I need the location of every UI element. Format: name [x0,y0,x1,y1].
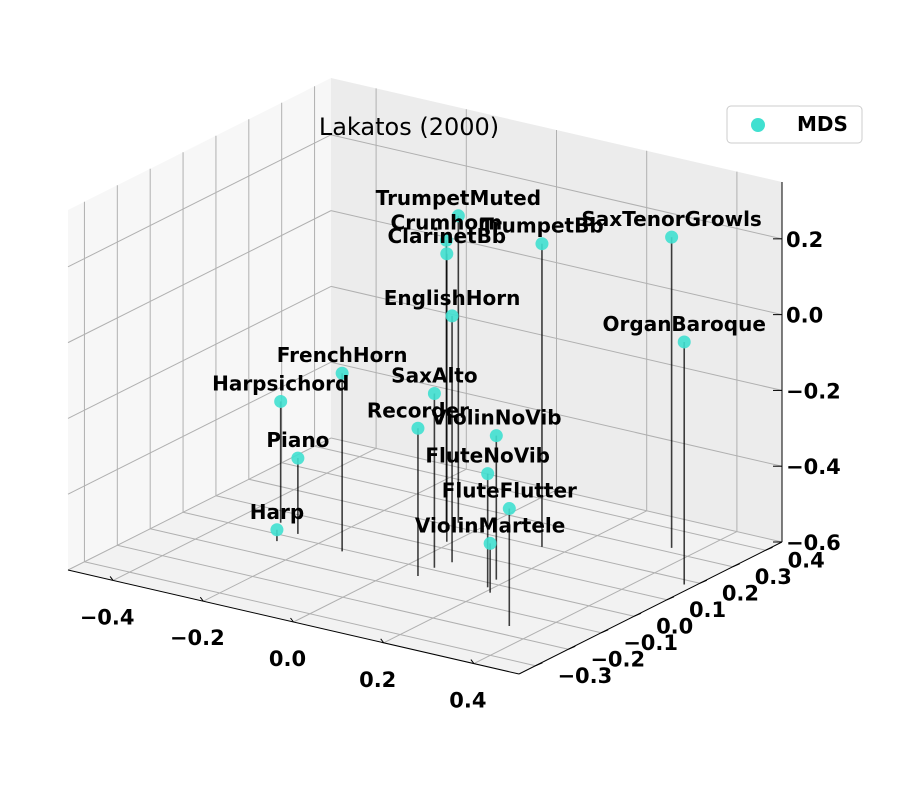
tick-labels: −0.4−0.20.00.20.4−0.3−0.2−0.10.00.10.20.… [80,228,841,713]
grid-z-back [330,210,783,316]
point-Recorder [411,421,425,435]
point-label-Piano: Piano [266,428,329,452]
x-tick-label: 0.2 [359,668,396,692]
point-label-Harpsichord: Harpsichord [212,371,349,395]
y-tick-label: 0.3 [755,565,792,589]
grid-z-left [67,134,332,268]
legend: MDS [726,105,863,144]
y-tick-label: 0.4 [788,548,825,572]
z-tick-label: −0.4 [786,455,841,479]
grid-x-floor [473,531,738,665]
grid-x-floor [112,447,377,581]
grid-z-back [330,437,783,543]
y-tick-mark [666,596,675,601]
point-label-FrenchHorn: FrenchHorn [277,343,408,367]
point-label-OrganBaroque: OrganBaroque [603,312,766,336]
point-TrumpetMuted [451,209,465,223]
z-tick-label: 0.0 [786,304,823,328]
grid-y-floor [215,495,668,601]
y-tick-mark [535,662,543,667]
grid-lines [67,86,783,667]
grid-z-back [330,361,783,467]
grid-z-back [330,134,783,240]
point-label-Crumhorn: Crumhorn [391,210,503,234]
point-SaxTenorGrowls [665,230,679,244]
point-ViolinMartele [483,536,497,550]
y-tick-mark [699,579,708,584]
point-label-FluteFlutter: FluteFlutter [442,479,577,503]
point-label-ViolinMartele: ViolinMartele [415,513,565,537]
grid-y-floor [117,544,569,650]
point-label-Recorder: Recorder [367,398,469,422]
left-pane [68,78,331,570]
grid-x-floor [383,510,647,644]
z-tick-label: −0.2 [786,379,841,403]
grid-y-floor [314,445,766,551]
point-Harpsichord [274,394,288,408]
grid-z-left [67,285,332,419]
point-EnglishHorn [445,309,459,323]
x-tick-label: −0.2 [170,626,225,650]
legend-marker [751,118,765,132]
point-ViolinNoVib [489,429,503,443]
y-tick-label: 0.2 [722,581,759,605]
y-tick-mark [732,563,740,568]
chart-title: Lakatos (2000) [319,113,499,141]
x-tick-mark [109,576,114,581]
point-FluteFlutter [502,502,516,516]
legend-frame [726,105,863,144]
x-tick-mark [199,596,204,602]
point-label-SaxTenorGrowls: SaxTenorGrowls [581,207,761,231]
point-label-FluteNoVib: FluteNoVib [425,444,550,468]
point-label-SaxAlto: SaxAlto [391,363,477,387]
point-ClarinetBb [440,247,454,261]
y-tick-label: 0.0 [656,614,693,638]
x-tick-label: 0.4 [449,689,486,713]
point-FluteNoVib [481,467,495,481]
point-label-EnglishHorn: EnglishHorn [384,286,521,310]
x-tick-mark [290,617,294,623]
point-FrenchHorn [335,366,349,380]
y-tick-mark [765,546,773,551]
point-label-ViolinNoVib: ViolinNoVib [431,406,561,430]
point-Piano [291,451,305,465]
point-Crumhorn [439,233,453,247]
grid-z-left [67,437,332,571]
point-Harp [270,523,284,537]
point-SaxAlto [427,386,441,400]
grid-z-back [330,285,783,391]
point-TrumpetBb [535,237,549,251]
grid-y-floor [182,511,635,617]
y-tick-label: −0.3 [557,664,612,688]
point-label-ClarinetBb: ClarinetBb [387,224,506,248]
y-tick-label: 0.1 [689,598,726,622]
y-tick-mark [633,612,642,617]
stem-lines [276,215,686,627]
point-label-TrumpetMuted: TrumpetMuted [376,186,541,210]
grid-y-floor [84,561,536,667]
point-OrganBaroque [677,335,691,349]
grid-z-left [67,210,332,344]
grid-y-floor [150,528,602,634]
z-tick-label: −0.6 [786,531,841,555]
legend-label: MDS [797,112,848,136]
point-label-Harp: Harp [250,500,304,524]
grid-y-floor [281,462,733,568]
x-tick-mark [470,659,475,664]
y-tick-label: −0.2 [590,647,645,671]
y-tick-label: −0.1 [623,631,678,655]
grid-y-floor [248,478,700,584]
grid-x-floor [203,468,467,602]
z-tick-label: 0.2 [786,228,823,252]
point-labels: TrumpetMutedCrumhornClarinetBbTrumpetBbS… [212,186,766,538]
x-tick-label: 0.0 [269,647,306,671]
data-points [270,209,691,550]
x-tick-label: −0.4 [80,605,135,629]
y-tick-mark [600,629,609,634]
x-tick-mark [380,638,385,644]
grid-z-left [67,361,332,495]
point-label-TrumpetBb: TrumpetBb [480,214,603,238]
y-tick-mark [568,645,576,650]
